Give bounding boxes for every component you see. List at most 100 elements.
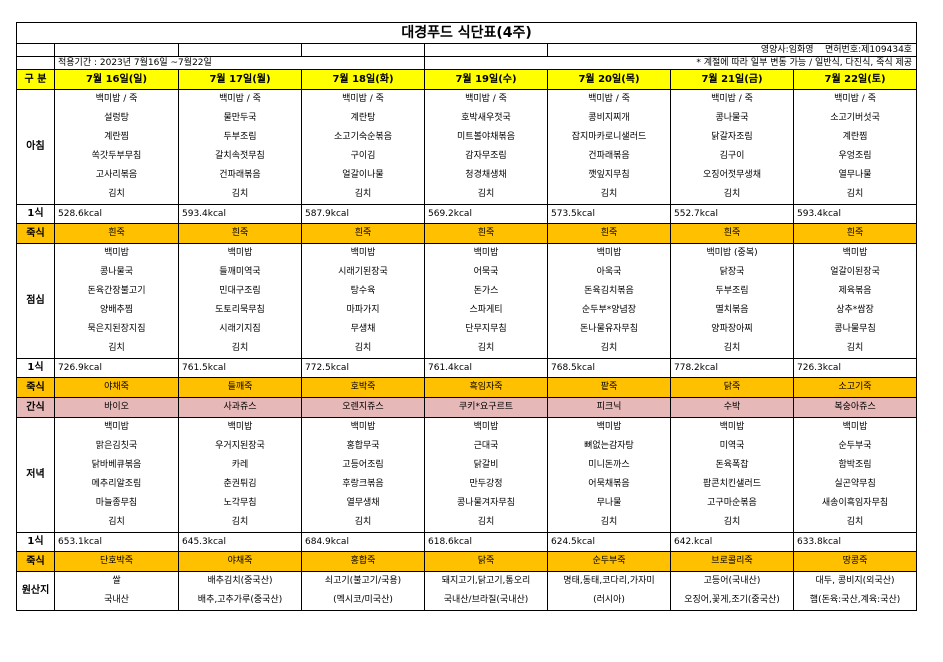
menu-item: 열무생채 [301, 494, 425, 513]
menu-item: 김치 [670, 185, 794, 205]
menu-item: 순두부*양념장 [547, 301, 671, 320]
day-header: 7월 19일(수) [424, 69, 548, 90]
porridge-item: 호박죽 [301, 377, 425, 398]
menu-item: 김치 [54, 513, 179, 533]
menu-item: 콩나물무침 [792, 320, 918, 339]
menu-item: 두부조림 [178, 128, 302, 147]
menu-item: 김치 [547, 513, 671, 533]
menu-item: 김치 [54, 185, 179, 205]
menu-item: 마늘종무침 [54, 494, 179, 513]
kcal-value: 772.5kcal [301, 358, 425, 378]
menu-item: 어묵국 [424, 263, 548, 282]
menu-item: 백미밥 / 죽 [670, 89, 794, 109]
menu-item: 메추리알조림 [54, 475, 179, 494]
menu-item: 두부조림 [670, 282, 794, 301]
menu-item: 김치 [424, 513, 548, 533]
menu-item: 무생채 [301, 320, 425, 339]
snack-item: 피크닉 [547, 397, 671, 418]
origin-item: 고등어(국내산) [670, 571, 794, 591]
menu-item: 춘권튀김 [178, 475, 302, 494]
dinner-menu-row: 마늘종무침 노각무침 열무생채 콩나물겨자무침 무나물 고구마순볶음 새송이흑임자무침 [17, 494, 918, 513]
menu-item: 팝콘치킨샐러드 [670, 475, 794, 494]
menu-item: 오징어젓무생채 [670, 166, 794, 185]
breakfast-menu-row: 설렁탕 물만두국 계란탕 호박새우젓국 콩비지찌개 콩나물국 소고기버섯국 [17, 109, 918, 128]
menu-item: 백미밥 [792, 417, 918, 437]
meal-label-lunch: 점심 [16, 243, 55, 359]
lunch-porridge-row: 죽식 야채죽 들깨죽 호박죽 흑임자죽 팥죽 닭죽 소고기죽 [16, 377, 918, 398]
kcal-value: 624.5kcal [547, 532, 671, 552]
kcal-value: 645.3kcal [178, 532, 302, 552]
kcal-value: 653.1kcal [54, 532, 179, 552]
day-header: 7월 18일(화) [301, 69, 425, 90]
menu-item: 계란탕 [301, 109, 425, 128]
menu-item: 백미밥 (중복) [670, 243, 794, 263]
info-blank [54, 43, 179, 57]
origin-item: (러시아) [547, 591, 671, 611]
origin-row: 원산지 쌀 배추김치(중국산) 쇠고기(불고기/국용) 돼지고기,닭고기,통오리 명태,동… [16, 571, 918, 611]
menu-item: 백미밥 / 죽 [301, 89, 425, 109]
lunch-menu-row: 묵은지된장지짐 시래기지짐 무생채 단무지무침 돈나물유자무침 양파장아찌 콩나물무침 [17, 320, 918, 339]
menu-item: 들깨미역국 [178, 263, 302, 282]
menu-item: 멸치볶음 [670, 301, 794, 320]
menu-item: 건파래볶음 [178, 166, 302, 185]
menu-item: 닭장국 [670, 263, 794, 282]
menu-item: 단무지무침 [424, 320, 548, 339]
menu-item: 순두부국 [792, 437, 918, 456]
porridge-item: 브로콜리죽 [670, 551, 794, 572]
porridge-item: 야채죽 [54, 377, 179, 398]
info-blank [16, 56, 55, 70]
day-header: 7월 22일(토) [792, 69, 918, 90]
menu-item: 호박새우젓국 [424, 109, 548, 128]
menu-item: 양배추찜 [54, 301, 179, 320]
kcal-value: 726.3kcal [792, 358, 918, 378]
porridge-label: 죽식 [16, 223, 55, 244]
porridge-item: 흰죽 [424, 223, 548, 244]
applicable-period: 적용기간 : 2023년 7월16일 ~7월22일 [54, 56, 425, 70]
porridge-item: 흰죽 [670, 223, 794, 244]
porridge-item: 순두부죽 [547, 551, 671, 572]
dinner-menu-row: 메추리알조림 춘권튀김 후랑크볶음 만두강정 어묵채볶음 팝콘치킨샐러드 실곤약무침 [17, 475, 918, 494]
menu-item: 백미밥 [178, 243, 302, 263]
menu-item: 홍합무국 [301, 437, 425, 456]
snack-item: 사과쥬스 [178, 397, 302, 418]
menu-item: 새송이흑임자무침 [792, 494, 918, 513]
menu-item: 스파게티 [424, 301, 548, 320]
kcal-value: 569.2kcal [424, 204, 548, 224]
license-number: 면허번호:제109434호 [825, 44, 913, 55]
kcal-value: 761.4kcal [424, 358, 548, 378]
menu-item: 만두강정 [424, 475, 548, 494]
menu-item: 묵은지된장지짐 [54, 320, 179, 339]
menu-item: 청경채생채 [424, 166, 548, 185]
menu-item: 고구마순볶음 [670, 494, 794, 513]
menu-item: 백미밥 / 죽 [792, 89, 918, 109]
kcal-value: 684.9kcal [301, 532, 425, 552]
snack-label: 간식 [16, 397, 55, 418]
dinner-menu-row: 김치 김치 김치 김치 김치 김치 김치 [17, 513, 918, 533]
menu-item: 백미밥 [670, 417, 794, 437]
origin-item: 햄(돈육:국산,계육:국산) [792, 591, 918, 611]
menu-item: 무나물 [547, 494, 671, 513]
origin-row: 국내산 배추,고추가루(중국산) (멕시코/미국산) 국내산/브라질(국내산) (러시아… [17, 591, 918, 611]
porridge-item: 흰죽 [178, 223, 302, 244]
origin-label: 원산지 [16, 571, 55, 611]
origin-item: 돼지고기,닭고기,통오리 [424, 571, 548, 591]
menu-item: 얼갈이나물 [301, 166, 425, 185]
origin-item: 국내산/브라질(국내산) [424, 591, 548, 611]
menu-item: 닭바베큐볶음 [54, 456, 179, 475]
kcal-label: 1식 [16, 204, 55, 224]
nutritionist-info: 영양사:임화영 면허번호:제109434호 [546, 43, 918, 57]
menu-item: 백미밥 [547, 243, 671, 263]
menu-item: 구이김 [301, 147, 425, 166]
origin-item: 국내산 [54, 591, 179, 611]
porridge-item: 팥죽 [547, 377, 671, 398]
menu-item: 김구이 [670, 147, 794, 166]
menu-item: 미역국 [670, 437, 794, 456]
porridge-item: 닭죽 [670, 377, 794, 398]
snack-item: 바이오 [54, 397, 179, 418]
day-header: 7월 21일(금) [670, 69, 794, 90]
lunch-menu-row: 김치 김치 김치 김치 김치 김치 김치 [17, 339, 918, 359]
lunch-menu-row: 돈육간장불고기 민대구조림 탕수육 돈가스 돈육김치볶음 두부조림 제육볶음 [17, 282, 918, 301]
dinner-kcal-row: 1식 653.1kcal 645.3kcal 684.9kcal 618.6kcal 62… [16, 532, 918, 552]
kcal-label: 1식 [16, 358, 55, 378]
menu-item: 고사리볶음 [54, 166, 179, 185]
